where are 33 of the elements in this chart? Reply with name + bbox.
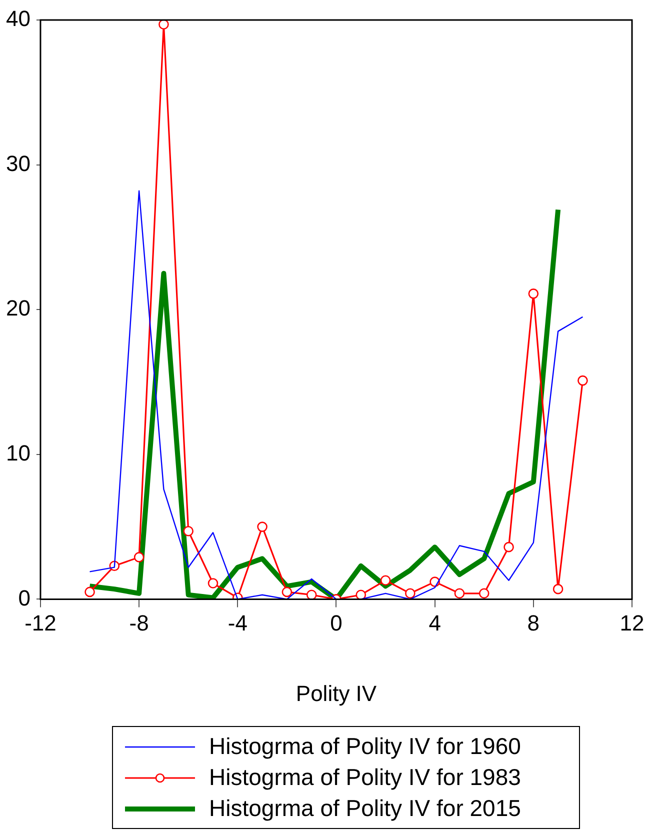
x-tick-label: 8: [527, 610, 540, 636]
legend-label: Histogrma of Polity IV for 1960: [209, 733, 521, 760]
point: [504, 542, 514, 552]
point: [454, 588, 465, 599]
y-tick-label: 40: [6, 6, 30, 32]
point: [528, 288, 539, 299]
y-tick-label: 10: [6, 440, 30, 466]
point: [356, 590, 366, 600]
x-tick-label: 12: [620, 610, 644, 636]
x-tick-label: -12: [24, 610, 56, 636]
point: [306, 590, 317, 600]
legend-label: Histogrma of Polity IV for 2015: [209, 795, 521, 822]
legend-label: Histogrma of Polity IV for 1983: [209, 764, 521, 791]
point: [405, 588, 416, 599]
point: [183, 526, 194, 536]
point: [552, 584, 564, 594]
point: [578, 375, 588, 386]
x-tick-label: -4: [228, 610, 248, 636]
y-tick-label: 20: [6, 296, 30, 321]
point: [84, 586, 95, 598]
x-tick-label: 0: [330, 610, 342, 636]
x-tick-label: -8: [129, 610, 149, 636]
point: [282, 586, 292, 598]
y-tick-label: 0: [18, 585, 30, 610]
point: [158, 20, 169, 30]
point: [208, 578, 218, 588]
x-axis-title: Polity IV: [296, 680, 377, 706]
y-tick-label: 30: [6, 150, 30, 176]
point: [257, 522, 268, 532]
x-tick-label: 4: [428, 610, 441, 636]
point: [478, 588, 490, 599]
point: [134, 552, 144, 562]
point: [380, 575, 391, 586]
